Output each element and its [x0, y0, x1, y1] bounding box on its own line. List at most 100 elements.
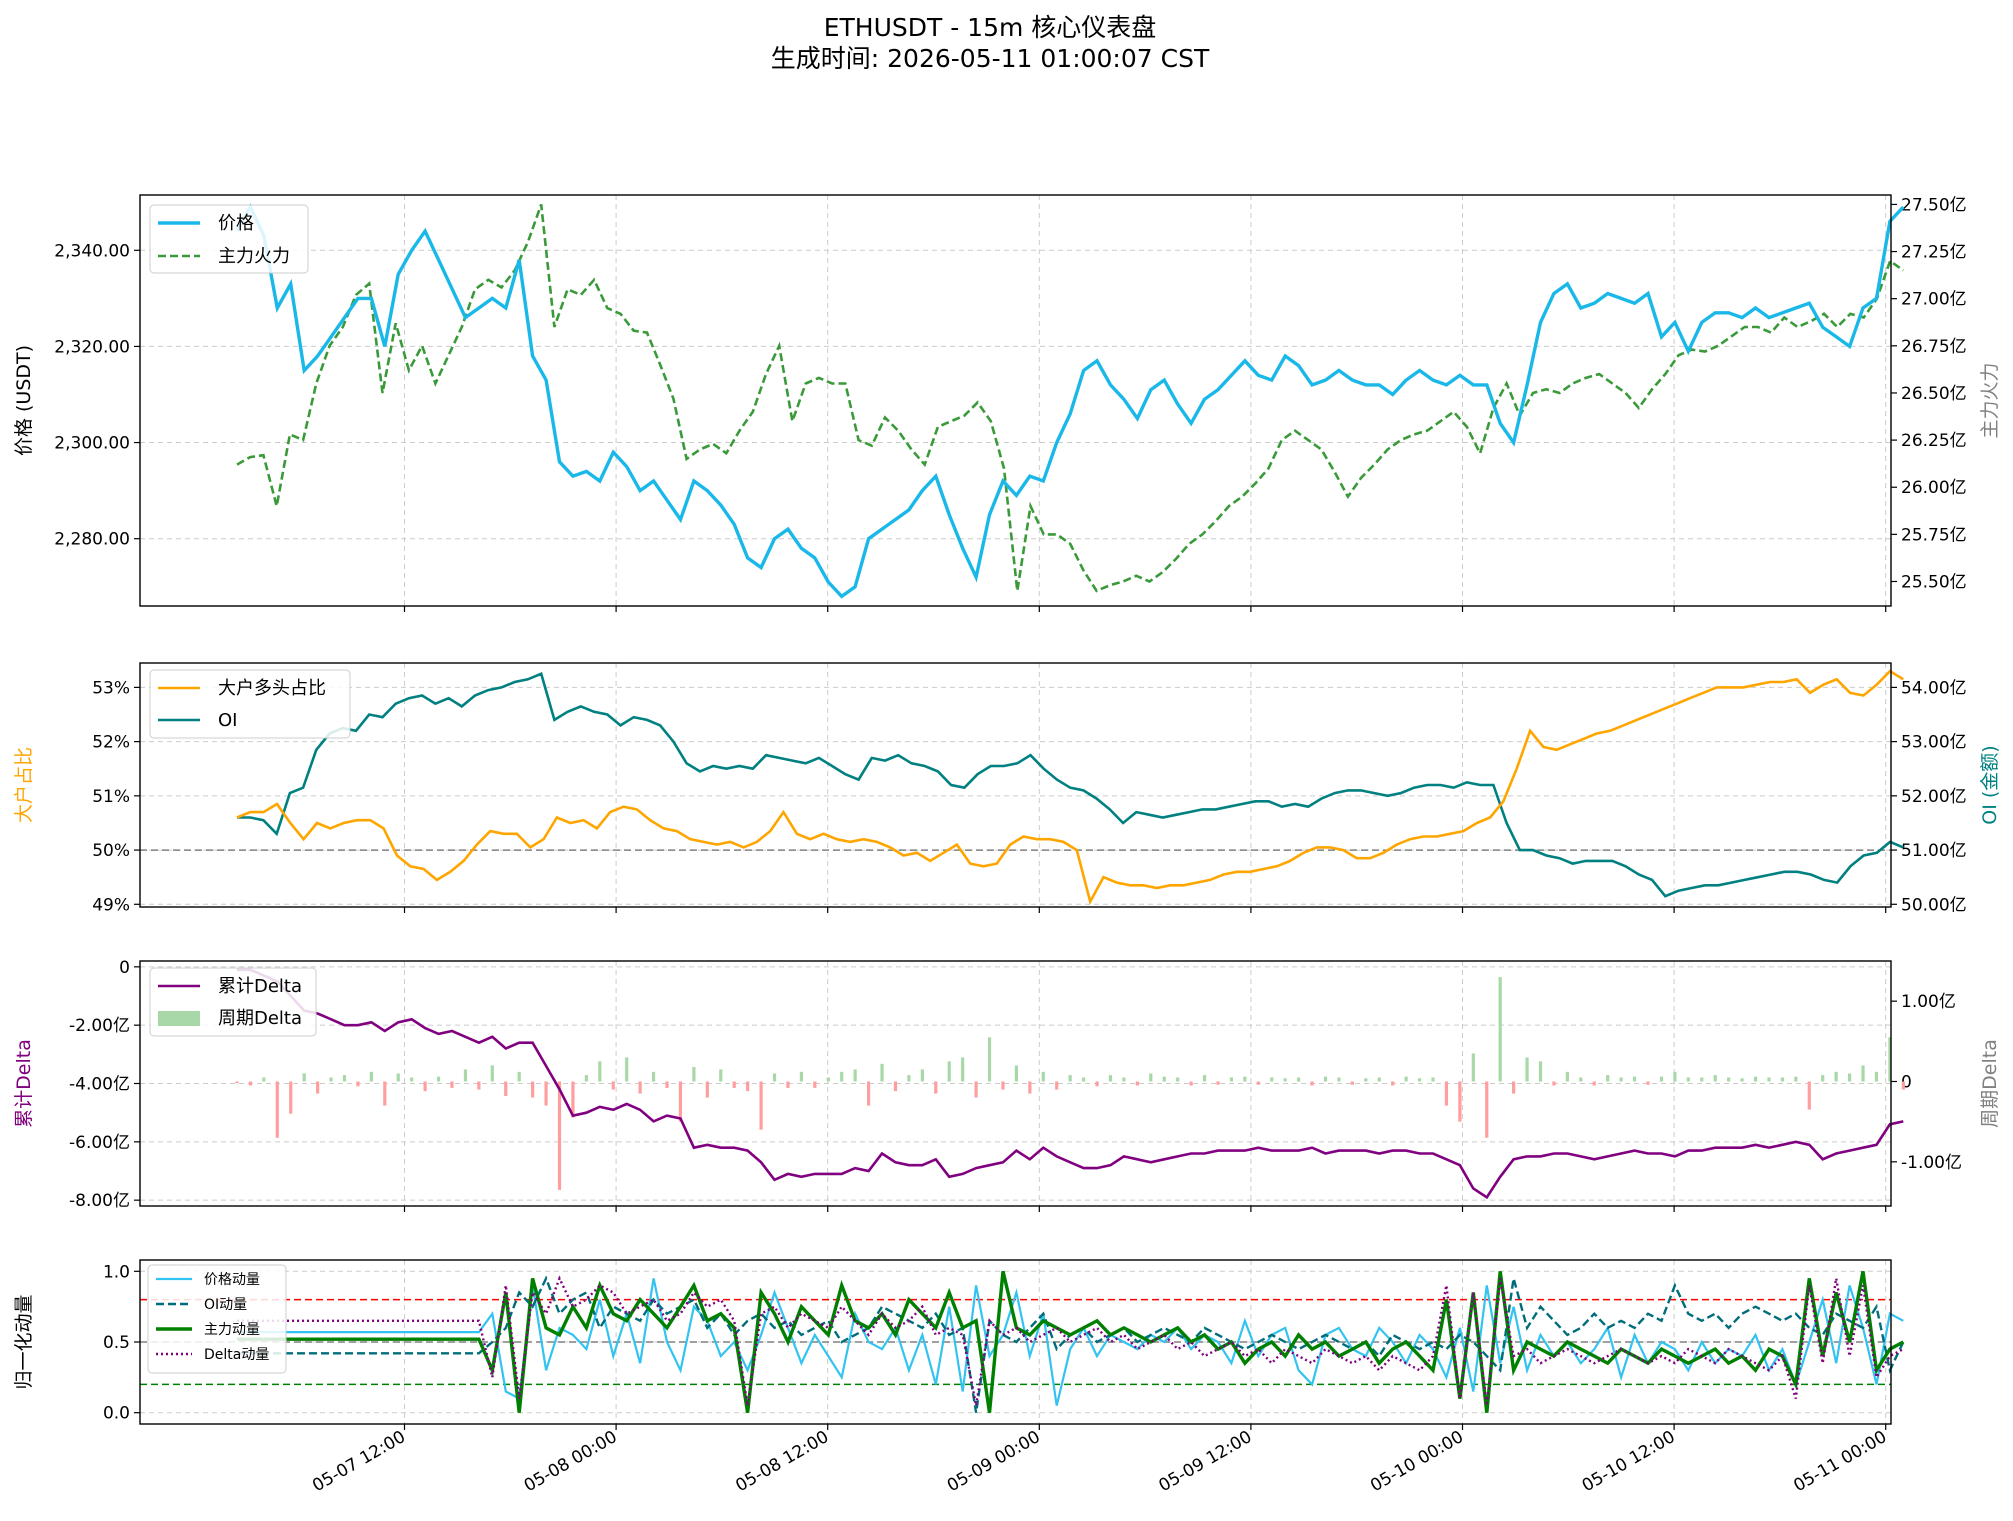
period-delta-bar — [477, 1081, 481, 1090]
period-delta-bar — [1404, 1076, 1408, 1082]
period-delta-bar — [893, 1081, 898, 1092]
y-axis-label: 归一化动量 — [13, 1294, 35, 1389]
period-delta-bar — [1592, 1081, 1596, 1086]
y-tick-label: 2,280.00 — [54, 530, 130, 550]
y-tick-label: 52% — [92, 733, 130, 753]
price-line — [235, 203, 1905, 599]
period-delta-bar — [571, 1081, 575, 1118]
period-delta-bar — [275, 1081, 279, 1138]
y-tick-label: -2.00亿 — [69, 1016, 130, 1036]
period-delta-bar — [1323, 1076, 1328, 1082]
period-delta-bar — [248, 1081, 253, 1086]
period-delta-bar — [1202, 1075, 1207, 1082]
y2-tick-label: 27.00亿 — [1901, 290, 1967, 310]
period-delta-bar — [880, 1063, 884, 1082]
period-delta-bar — [799, 1071, 803, 1082]
period-delta-bar — [1552, 1081, 1556, 1086]
period-delta-bar — [746, 1081, 750, 1092]
x-tick-label: 05-08 00:00 — [521, 1427, 621, 1496]
period-delta-bar — [342, 1075, 347, 1082]
period-delta-bar — [450, 1081, 454, 1088]
period-delta-bar — [302, 1073, 306, 1082]
period-delta-bar — [907, 1075, 911, 1082]
period-delta-bar — [1270, 1077, 1274, 1082]
period-delta-bar — [544, 1081, 548, 1106]
period-delta-bar — [1673, 1071, 1677, 1082]
period-delta-bar — [759, 1081, 763, 1130]
period-delta-bar — [1297, 1077, 1301, 1082]
period-delta-bar — [1632, 1076, 1637, 1082]
oi-momentum-line — [237, 1275, 1905, 1413]
cumulative-delta-line — [237, 968, 1904, 1200]
y-axis-label: 价格 (USDT) — [13, 345, 35, 456]
delta-momentum-line — [237, 1275, 1904, 1406]
x-tick-label: 05-10 00:00 — [1367, 1427, 1467, 1496]
period-delta-bar — [772, 1073, 777, 1082]
y2-tick-label: 27.50亿 — [1901, 195, 1967, 215]
period-delta-bar — [625, 1057, 629, 1082]
y2-tick-label: 53.00亿 — [1901, 733, 1967, 753]
period-delta-bar — [866, 1081, 871, 1106]
period-delta-bar — [1256, 1081, 1260, 1085]
period-delta-bar — [1485, 1081, 1489, 1138]
y-tick-label: 0 — [119, 958, 130, 978]
period-delta-bar — [1189, 1081, 1193, 1086]
legend-label-main-force-momentum-line: 主力动量 — [204, 1322, 260, 1338]
y2-tick-label: -1.00亿 — [1901, 1153, 1962, 1173]
period-delta-bar — [436, 1076, 441, 1082]
period-delta-bar — [961, 1057, 965, 1082]
y2-tick-label: 26.00亿 — [1901, 478, 1967, 498]
period-delta-bar — [1108, 1075, 1113, 1082]
plot-frame — [139, 1259, 1892, 1425]
legend-label-oi-momentum-line: OI动量 — [204, 1297, 247, 1313]
period-delta-bar — [1162, 1076, 1166, 1082]
period-delta-bar — [396, 1073, 400, 1082]
period-delta-bar — [1135, 1081, 1139, 1086]
period-delta-bar — [410, 1077, 414, 1082]
period-delta-bar — [383, 1081, 387, 1106]
period-delta-bar — [1041, 1071, 1045, 1082]
y-tick-label: 0.0 — [103, 1404, 130, 1424]
legend-label-oi: OI — [218, 710, 237, 731]
period-delta-bar — [1055, 1081, 1059, 1090]
period-delta-bar — [1310, 1081, 1314, 1086]
period-delta-bar — [1149, 1073, 1153, 1082]
x-tick-label: 05-09 00:00 — [944, 1427, 1044, 1496]
y-tick-label: -6.00亿 — [69, 1133, 130, 1153]
period-delta-bar — [678, 1081, 683, 1122]
main-force-line — [236, 203, 1905, 593]
period-delta-bar — [840, 1071, 844, 1082]
period-delta-bar — [316, 1081, 320, 1094]
y-axis-label: 大户占比 — [13, 747, 35, 823]
period-delta-bar — [853, 1069, 857, 1082]
period-delta-bar — [584, 1075, 588, 1082]
period-delta-bar — [1417, 1078, 1422, 1082]
y2-tick-label: 50.00亿 — [1901, 895, 1967, 915]
y-tick-label: 53% — [92, 678, 130, 698]
period-delta-bar — [504, 1081, 508, 1096]
period-delta-bar — [1874, 1071, 1879, 1082]
period-delta-bar — [1350, 1081, 1354, 1085]
y-tick-label: 2,320.00 — [54, 337, 130, 357]
ratio-panel: 49% 50% 51% 52% 53% 50.00亿 51.00亿 52.00亿 53.00亿 5… — [13, 662, 2001, 915]
period-delta-bar — [289, 1081, 293, 1114]
period-delta-bar — [1458, 1081, 1462, 1122]
period-delta-bar — [356, 1081, 360, 1087]
period-delta-bar — [262, 1077, 266, 1082]
period-delta-bar — [1606, 1075, 1610, 1082]
price-panel: 2,280.00 2,300.00 2,320.00 2,340.00 25.50亿 25… — [13, 194, 2001, 612]
x-tick-label: 05-07 12:00 — [309, 1427, 409, 1496]
period-delta-bar — [611, 1081, 615, 1090]
period-delta-bar — [651, 1071, 656, 1082]
period-delta-bar — [1229, 1077, 1234, 1082]
period-delta-bar — [1512, 1081, 1516, 1094]
price-momentum-line — [237, 1278, 1904, 1406]
period-delta-bar — [557, 1081, 562, 1190]
period-delta-bar — [369, 1071, 373, 1082]
plot-frame — [139, 662, 1892, 908]
y2-axis-label: 周期Delta — [1979, 1039, 2001, 1128]
period-delta-bar — [692, 1067, 696, 1082]
y2-tick-label: 26.75亿 — [1901, 337, 1967, 357]
y-tick-label: -4.00亿 — [69, 1075, 130, 1095]
period-delta-bar — [920, 1069, 924, 1082]
